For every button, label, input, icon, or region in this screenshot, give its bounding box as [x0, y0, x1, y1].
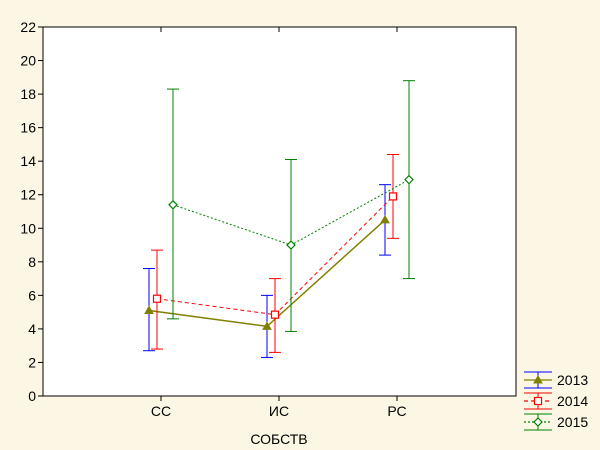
x-tick-label: РС	[387, 403, 406, 419]
legend-label: 2014	[557, 393, 588, 409]
x-axis-title: СОБСТВ	[250, 431, 307, 447]
y-tick-label: 22	[20, 19, 36, 35]
series-2015	[167, 80, 415, 332]
data-point	[270, 310, 280, 319]
x-tick-label: СС	[151, 403, 171, 419]
x-tick-label: ИС	[269, 403, 289, 419]
y-tick-label: 20	[20, 53, 36, 69]
legend-item-2014: 2014	[524, 392, 588, 410]
y-tick-label: 14	[20, 153, 36, 169]
y-tick-label: 2	[28, 354, 36, 370]
y-tick-label: 4	[28, 321, 36, 337]
x-axis: СС ИС РС	[151, 27, 407, 419]
legend: 2013 2014 2015	[524, 371, 588, 431]
y-tick-label: 6	[28, 287, 36, 303]
y-tick-label: 16	[20, 120, 36, 136]
series-layer	[143, 80, 415, 358]
y-tick-label: 8	[28, 254, 36, 270]
data-point	[380, 214, 390, 224]
data-point	[404, 174, 414, 185]
y-tick-label: 10	[20, 220, 36, 236]
legend-item-2013: 2013	[524, 371, 588, 389]
legend-item-2015: 2015	[524, 413, 588, 431]
data-point	[388, 192, 398, 201]
data-point	[533, 396, 543, 406]
data-point	[152, 294, 162, 303]
data-point	[168, 199, 178, 210]
data-point	[144, 305, 154, 314]
y-tick-label: 18	[20, 86, 36, 102]
data-point	[533, 417, 543, 427]
series-2013	[143, 184, 391, 358]
legend-label: 2013	[557, 372, 588, 388]
y-tick-label: 12	[20, 187, 36, 203]
data-point	[286, 240, 296, 250]
series-2014	[151, 153, 399, 353]
legend-label: 2015	[557, 414, 588, 430]
y-axis: 0 2 4 6 8 10 12 14 16 18 20 22	[20, 19, 43, 404]
plot-area	[42, 26, 517, 397]
data-point	[533, 374, 543, 384]
data-point	[262, 321, 272, 330]
y-tick-label: 0	[28, 388, 36, 404]
